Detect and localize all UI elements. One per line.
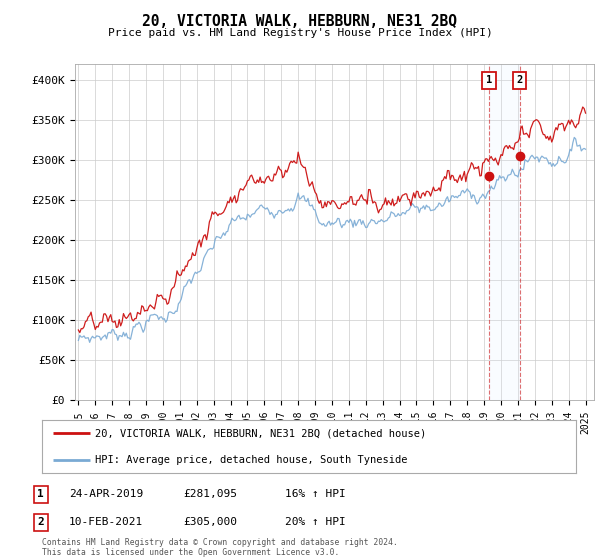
Text: 24-APR-2019: 24-APR-2019 <box>69 489 143 500</box>
Text: HPI: Average price, detached house, South Tyneside: HPI: Average price, detached house, Sout… <box>95 455 408 465</box>
Text: 1: 1 <box>37 489 44 500</box>
Text: 2: 2 <box>37 517 44 528</box>
Text: 20, VICTORIA WALK, HEBBURN, NE31 2BQ: 20, VICTORIA WALK, HEBBURN, NE31 2BQ <box>143 14 458 29</box>
Text: 2: 2 <box>517 76 523 85</box>
Text: Contains HM Land Registry data © Crown copyright and database right 2024.
This d: Contains HM Land Registry data © Crown c… <box>42 538 398 557</box>
Text: £281,095: £281,095 <box>183 489 237 500</box>
Text: 20% ↑ HPI: 20% ↑ HPI <box>285 517 346 528</box>
Text: 1: 1 <box>486 76 493 85</box>
Bar <box>489 64 520 400</box>
Text: 16% ↑ HPI: 16% ↑ HPI <box>285 489 346 500</box>
Text: Price paid vs. HM Land Registry's House Price Index (HPI): Price paid vs. HM Land Registry's House … <box>107 28 493 38</box>
Text: £305,000: £305,000 <box>183 517 237 528</box>
Text: 10-FEB-2021: 10-FEB-2021 <box>69 517 143 528</box>
Text: 20, VICTORIA WALK, HEBBURN, NE31 2BQ (detached house): 20, VICTORIA WALK, HEBBURN, NE31 2BQ (de… <box>95 428 427 438</box>
